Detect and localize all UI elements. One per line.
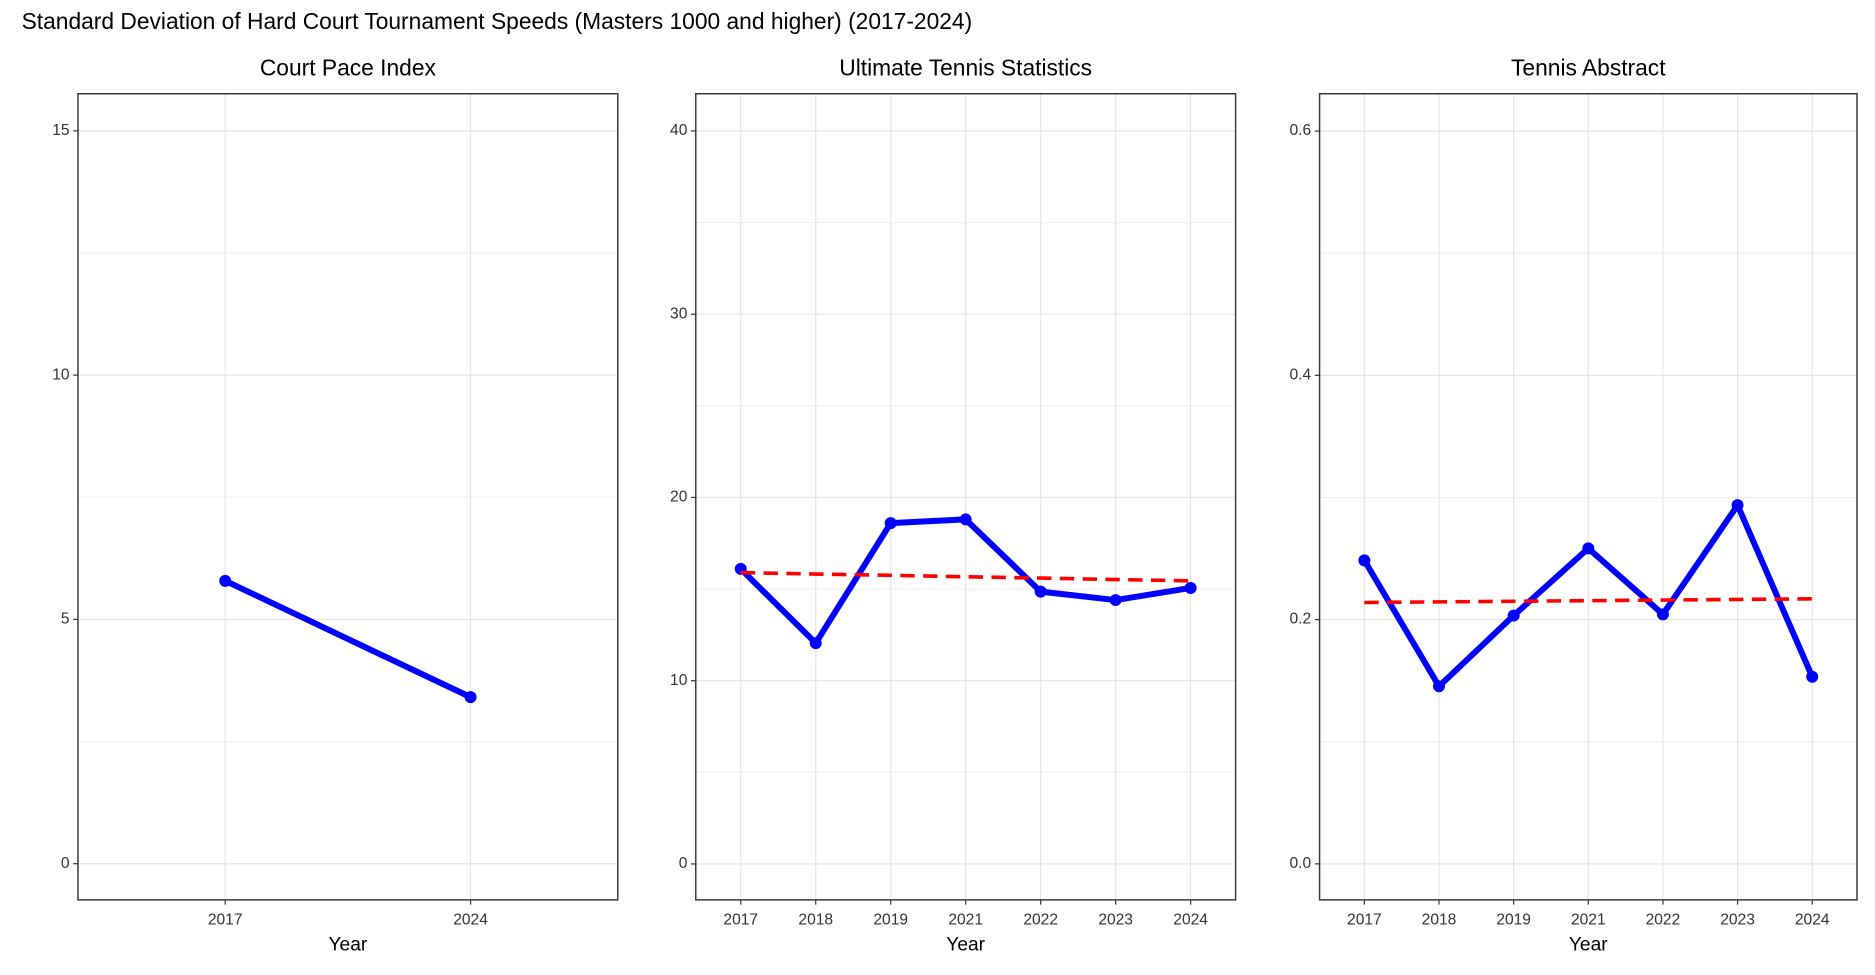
- y-tick-label: 0.2: [1290, 611, 1312, 628]
- panel-border: [695, 93, 1237, 901]
- x-tick-label: 2021: [948, 911, 983, 928]
- x-tick-label: 2024: [1173, 911, 1208, 928]
- x-tick-label: 2022: [1646, 911, 1681, 928]
- x-tick-label: 2023: [1098, 911, 1133, 928]
- data-line: [223, 578, 472, 700]
- chart-title: Standard Deviation of Hard Court Tournam…: [22, 8, 973, 34]
- x-tick-label: 2019: [873, 911, 908, 928]
- panel-border: [1318, 93, 1858, 901]
- panel-border: [77, 93, 619, 901]
- panel-title: Court Pace Index: [260, 55, 437, 81]
- data-point: [1358, 554, 1371, 567]
- y-tick-label: 0.6: [1290, 122, 1312, 139]
- x-tick-label: 2022: [1023, 911, 1058, 928]
- trend-line: [1364, 597, 1813, 605]
- data-point: [219, 574, 232, 587]
- x-tick-label: 2018: [798, 911, 833, 928]
- x-tick-label: 2017: [208, 911, 243, 928]
- data-point: [1731, 499, 1744, 512]
- y-tick-label: 10: [670, 672, 688, 689]
- data-point: [1433, 680, 1446, 693]
- x-tick-label: 2023: [1720, 911, 1755, 928]
- x-tick-label: 2021: [1571, 911, 1606, 928]
- data-point: [1034, 585, 1047, 598]
- data-point: [1507, 609, 1520, 622]
- x-tick-label: 2019: [1496, 911, 1531, 928]
- x-tick-label: 2017: [723, 911, 758, 928]
- y-tick-label: 0: [61, 855, 70, 872]
- y-tick-label: 10: [52, 366, 70, 383]
- data-point: [1806, 670, 1819, 683]
- data-point: [959, 513, 972, 526]
- data-point: [1109, 594, 1122, 607]
- x-tick-label: 2018: [1422, 911, 1457, 928]
- data-point: [1656, 608, 1669, 621]
- x-axis-label: Year: [328, 935, 367, 956]
- data-point: [884, 517, 897, 530]
- x-axis-label: Year: [1569, 935, 1608, 956]
- y-tick-label: 30: [670, 305, 688, 322]
- y-tick-label: 20: [670, 489, 688, 506]
- y-tick-label: 15: [52, 122, 70, 139]
- y-tick-label: 0.0: [1290, 855, 1312, 872]
- data-point: [1582, 542, 1595, 555]
- panel-title: Tennis Abstract: [1511, 55, 1666, 81]
- x-tick-label: 2024: [1795, 911, 1830, 928]
- data-point: [809, 637, 822, 650]
- y-tick-label: 5: [61, 611, 70, 628]
- x-tick-label: 2017: [1347, 911, 1382, 928]
- y-tick-label: 0: [679, 855, 688, 872]
- x-tick-label: 2024: [453, 911, 488, 928]
- y-tick-label: 40: [670, 122, 688, 139]
- panel-title: Ultimate Tennis Statistics: [839, 55, 1092, 81]
- data-point: [1184, 581, 1197, 594]
- y-tick-label: 0.4: [1290, 366, 1312, 383]
- x-axis-label: Year: [946, 935, 985, 956]
- data-point: [464, 691, 477, 704]
- trend-line: [740, 570, 1191, 583]
